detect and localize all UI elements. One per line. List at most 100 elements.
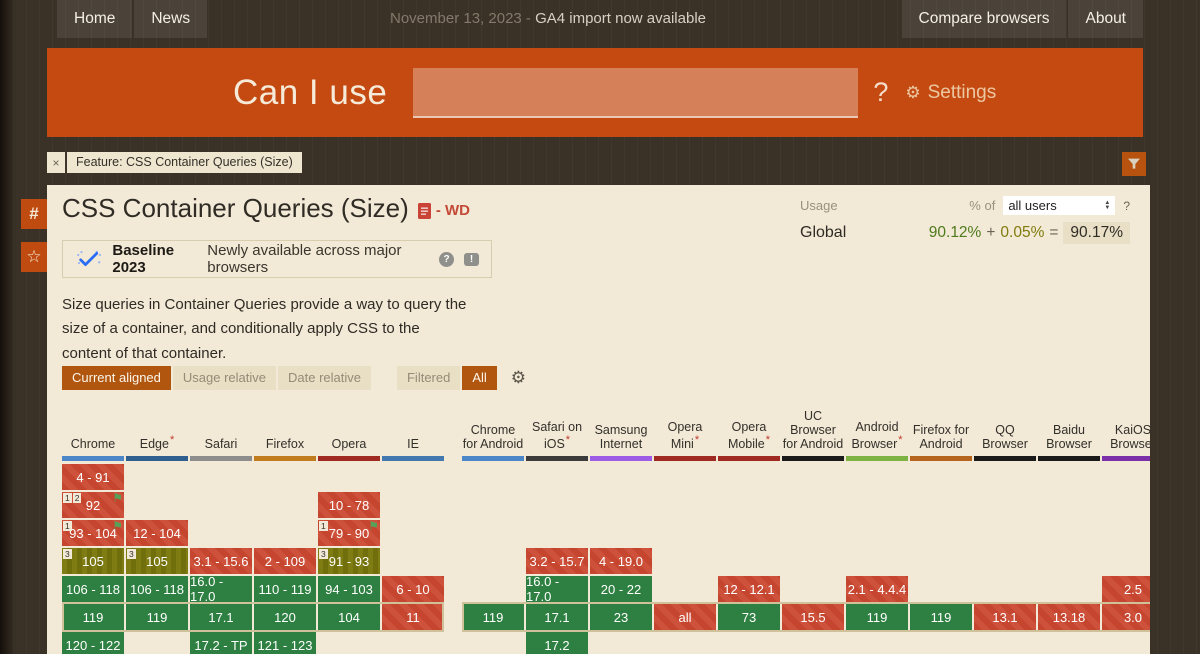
- permalink-hash-button[interactable]: #: [21, 199, 47, 229]
- support-cell[interactable]: 16.0 - 17.0: [526, 574, 588, 604]
- note-asterisk-icon: *: [765, 433, 771, 446]
- support-cell[interactable]: 92 1 2 ⚑: [62, 491, 124, 518]
- support-cell[interactable]: 110 - 119: [254, 576, 316, 602]
- support-cell[interactable]: 3.1 - 15.6: [190, 548, 252, 574]
- support-cell[interactable]: 93 - 104 1 ⚑: [62, 519, 124, 546]
- empty-cell: [254, 464, 316, 490]
- support-cell[interactable]: all: [654, 604, 716, 630]
- support-cell[interactable]: 17.2 - TP: [190, 632, 252, 654]
- browser-column: Safari on iOS* 3.2 - 15.7 16.0 - 17.0 17.1 1…: [526, 398, 588, 654]
- support-cell[interactable]: 105 3: [62, 548, 124, 574]
- filter-button-all[interactable]: All: [462, 366, 497, 390]
- browser-color-bar: [910, 456, 972, 461]
- support-cell[interactable]: 119: [462, 604, 524, 630]
- browser-column: Android Browser* 2.1 - 4.4.4 119: [846, 398, 908, 654]
- empty-cell: [654, 464, 716, 490]
- filter-button[interactable]: [1122, 152, 1146, 176]
- title-row: CSS Container Queries (Size) - WD: [62, 193, 470, 224]
- view-button-usage-relative[interactable]: Usage relative: [172, 366, 276, 390]
- support-cell[interactable]: 12 - 104: [126, 520, 188, 546]
- news-announcement-link[interactable]: November 13, 2023 - GA4 import now avail…: [390, 0, 706, 38]
- filter-button-filtered[interactable]: Filtered: [396, 366, 461, 390]
- support-cell[interactable]: 119: [846, 604, 908, 630]
- empty-cell: [126, 464, 188, 490]
- support-cell[interactable]: 119: [62, 604, 124, 630]
- browser-color-bar: [782, 456, 844, 461]
- favorite-star-button[interactable]: ☆: [21, 242, 47, 272]
- support-cell[interactable]: 120 - 122: [62, 632, 124, 654]
- support-cell[interactable]: 119: [910, 604, 972, 630]
- nav-tab-home[interactable]: Home: [57, 0, 133, 38]
- support-cell[interactable]: 2.5: [1102, 576, 1150, 602]
- baseline-feedback-icon[interactable]: !: [464, 252, 480, 266]
- version-range: 10 - 78: [328, 497, 370, 513]
- support-cell[interactable]: 106 - 118: [62, 576, 124, 602]
- search-help-button[interactable]: ?: [873, 77, 889, 107]
- support-cell[interactable]: 17.2: [526, 632, 588, 654]
- support-cell[interactable]: 23: [590, 604, 652, 630]
- support-cell[interactable]: 3.2 - 15.7: [526, 548, 588, 574]
- support-cell[interactable]: 119: [126, 604, 188, 630]
- nav-tab-news[interactable]: News: [134, 0, 208, 38]
- browser-name: KaiOS Browser: [1110, 422, 1150, 451]
- support-cell[interactable]: 121 - 123: [254, 632, 316, 654]
- support-cell[interactable]: 16.0 - 17.0: [190, 574, 252, 604]
- usage-help-link[interactable]: ?: [1123, 198, 1130, 213]
- empty-cell: [782, 632, 844, 654]
- support-cell[interactable]: 73: [718, 604, 780, 630]
- support-cell[interactable]: 106 - 118: [126, 576, 188, 602]
- close-icon[interactable]: ×: [47, 152, 65, 173]
- support-cell[interactable]: 120: [254, 604, 316, 630]
- support-cell[interactable]: 4 - 91: [62, 464, 124, 490]
- support-cell[interactable]: 104: [318, 604, 380, 630]
- browser-column: Samsung Internet 4 - 19.0 20 - 22 23: [590, 398, 652, 654]
- nav-tab-about[interactable]: About: [1068, 0, 1143, 38]
- view-button-current-aligned[interactable]: Current aligned: [62, 366, 171, 390]
- browser-name: Edge*: [139, 433, 175, 451]
- support-cell[interactable]: 105 3: [126, 548, 188, 574]
- support-cell[interactable]: 13.1: [974, 604, 1036, 630]
- support-cell[interactable]: 91 - 93 3: [318, 548, 380, 574]
- version-range: 11: [406, 609, 420, 625]
- support-cell[interactable]: 13.18: [1038, 604, 1100, 630]
- browser-column: IE 6 - 10 11: [382, 398, 444, 654]
- nav-tab-compare-browsers[interactable]: Compare browsers: [901, 0, 1067, 38]
- version-range: 119: [866, 609, 888, 625]
- support-cell[interactable]: 17.1: [190, 604, 252, 630]
- version-range: 93 - 104: [69, 525, 117, 541]
- browser-color-bar: [526, 456, 588, 461]
- version-range: 119: [930, 609, 952, 625]
- support-cell[interactable]: 2 - 109: [254, 548, 316, 574]
- empty-cell: [782, 492, 844, 518]
- support-cell[interactable]: 15.5: [782, 604, 844, 630]
- version-range: 20 - 22: [600, 581, 642, 597]
- browser-color-bar: [718, 456, 780, 461]
- empty-cell: [526, 520, 588, 546]
- empty-cell: [910, 632, 972, 654]
- baseline-check-icon: [77, 250, 102, 267]
- support-cell[interactable]: 6 - 10: [382, 576, 444, 602]
- browser-column: Baidu Browser 13.18: [1038, 398, 1100, 654]
- view-button-date-relative[interactable]: Date relative: [278, 366, 371, 390]
- version-range: 13.18: [1052, 609, 1086, 625]
- view-controls: Current aligned Usage relative Date rela…: [62, 366, 526, 390]
- search-secondary-input[interactable]: [636, 67, 858, 116]
- baseline-help-icon[interactable]: ?: [439, 251, 455, 267]
- version-range: 121 - 123: [257, 637, 313, 653]
- settings-button[interactable]: ⚙ Settings: [905, 82, 996, 104]
- support-cell[interactable]: 4 - 19.0: [590, 548, 652, 574]
- table-settings-gear-icon[interactable]: ⚙: [510, 368, 527, 387]
- support-cell[interactable]: 79 - 90 1 ⚑: [318, 519, 380, 546]
- support-cell[interactable]: 10 - 78: [318, 492, 380, 518]
- support-cell[interactable]: 12 - 12.1: [718, 576, 780, 602]
- support-cell[interactable]: 17.1: [526, 604, 588, 630]
- spec-link[interactable]: - WD: [417, 202, 470, 219]
- support-cell[interactable]: 20 - 22: [590, 576, 652, 602]
- support-cell[interactable]: 3.0: [1102, 604, 1150, 630]
- support-cell[interactable]: 11: [382, 604, 444, 630]
- empty-cell: [910, 576, 972, 602]
- support-cell[interactable]: 94 - 103: [318, 576, 380, 602]
- usage-source-select[interactable]: all users ▲ ▼: [1003, 196, 1116, 215]
- search-input[interactable]: [413, 67, 637, 116]
- support-cell[interactable]: 2.1 - 4.4.4: [846, 576, 908, 602]
